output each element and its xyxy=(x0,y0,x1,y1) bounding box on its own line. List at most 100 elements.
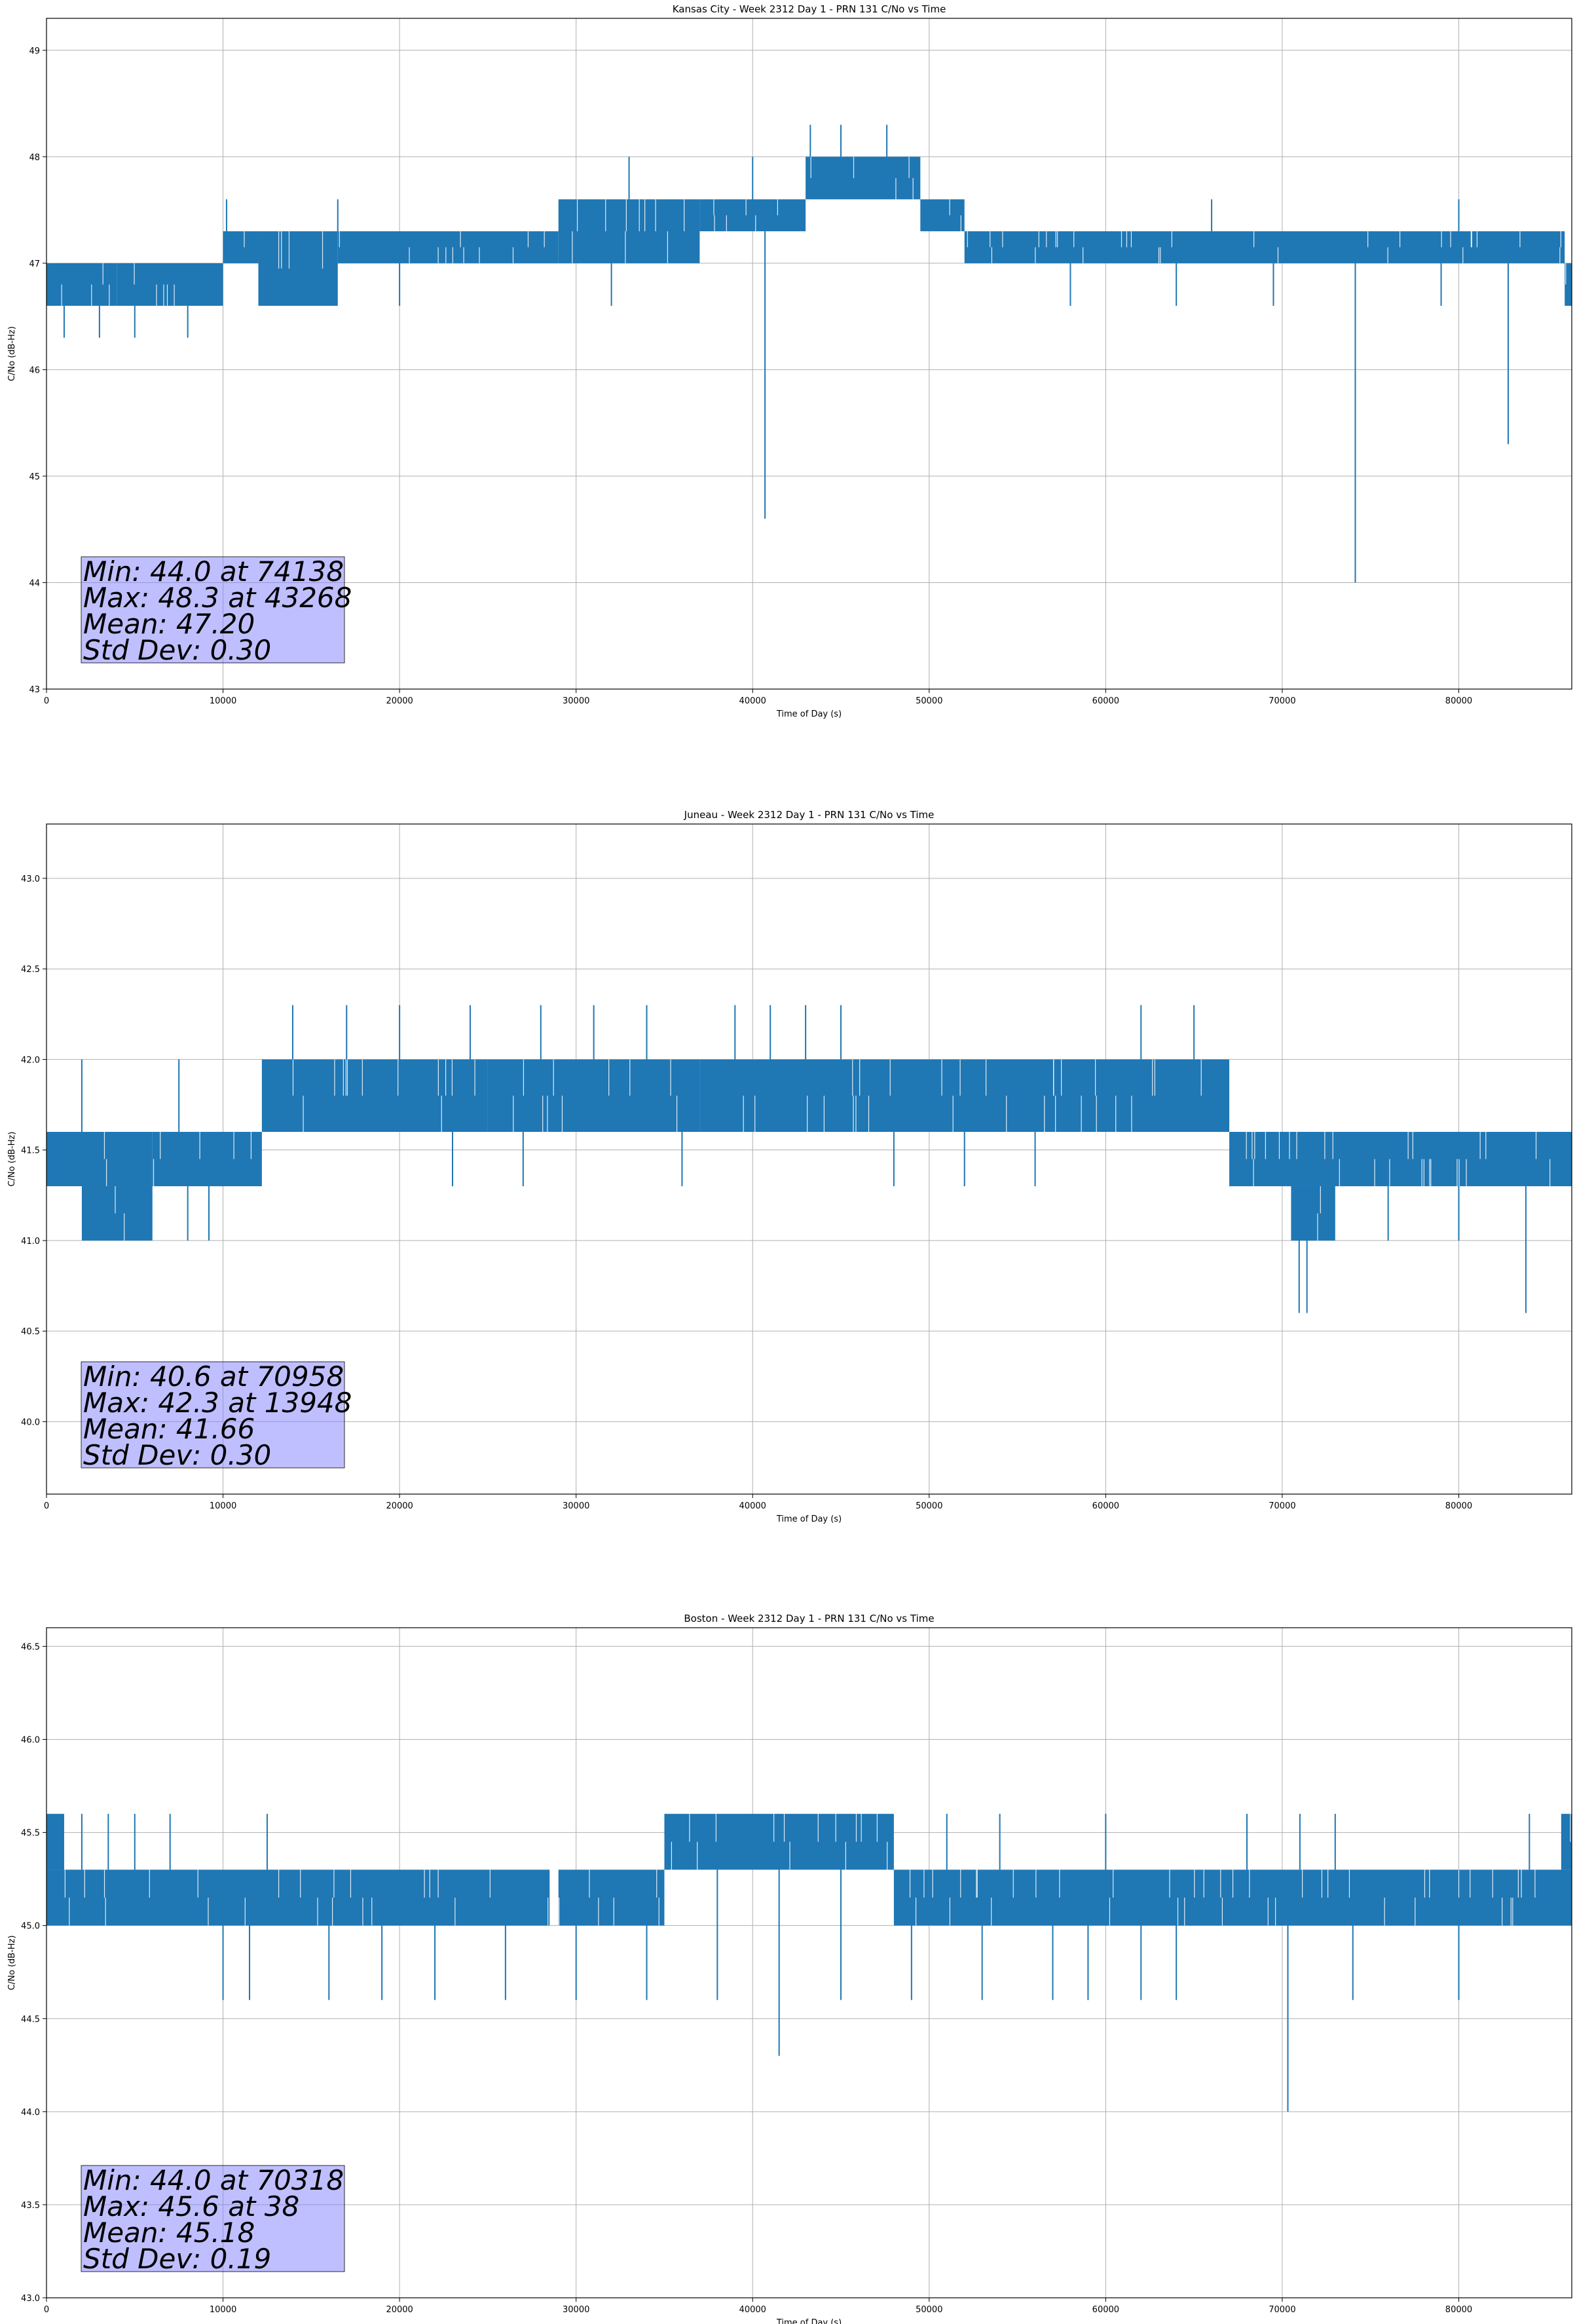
data-gap xyxy=(1055,1095,1056,1133)
data-gap xyxy=(1301,1869,1303,1898)
plot-frame xyxy=(46,1627,1572,2298)
x-tick-label: 80000 xyxy=(1445,2305,1472,2315)
data-gap xyxy=(1046,231,1047,248)
data-gap xyxy=(1278,1132,1280,1159)
data-gap xyxy=(437,247,439,263)
data-gap xyxy=(1035,1869,1037,1898)
x-tick-label: 60000 xyxy=(1092,696,1119,706)
data-gap xyxy=(1265,1132,1266,1159)
y-tick-label: 42.5 xyxy=(21,965,40,975)
data-gap xyxy=(1320,1186,1321,1214)
data-gap xyxy=(278,1869,280,1898)
stats-box-background xyxy=(81,2165,345,2272)
data-gap xyxy=(1485,1132,1487,1159)
data-gap xyxy=(754,1095,756,1133)
chart-title: Kansas City - Week 2312 Day 1 - PRN 131 … xyxy=(673,3,946,15)
data-gap xyxy=(1429,1159,1430,1186)
data-gap xyxy=(278,231,280,269)
data-band xyxy=(337,231,559,263)
stats-mean: Mean: 47.20 xyxy=(83,608,255,640)
data-gap xyxy=(1317,1213,1318,1241)
y-tick-label: 41.5 xyxy=(21,1146,40,1156)
stats-max: Max: 42.3 at 13948 xyxy=(83,1387,352,1419)
data-gap xyxy=(1549,1159,1551,1186)
data-band xyxy=(858,1059,1230,1133)
x-tick-label: 80000 xyxy=(1445,1501,1472,1511)
y-tick-label: 43.0 xyxy=(21,2294,40,2304)
stats-box-background xyxy=(81,556,345,664)
data-gap xyxy=(967,231,968,248)
y-tick-label: 44.5 xyxy=(21,2015,40,2025)
data-band xyxy=(1561,1814,1572,1870)
data-band xyxy=(806,157,921,200)
y-tick-label: 44.0 xyxy=(21,2108,40,2118)
x-tick-label: 60000 xyxy=(1092,1501,1119,1511)
data-gap xyxy=(1081,1095,1082,1133)
data-gap xyxy=(1059,1869,1060,1898)
y-tick-label: 40.5 xyxy=(21,1327,40,1337)
x-tick-label: 10000 xyxy=(210,2305,236,2315)
data-gap xyxy=(103,1869,105,1898)
data-gap xyxy=(845,1841,846,1870)
data-gap xyxy=(84,1869,85,1898)
data-gap xyxy=(371,1898,373,1926)
data-gap xyxy=(1339,1159,1340,1186)
data-gap xyxy=(1450,231,1451,248)
data-gap xyxy=(1126,231,1128,248)
data-gap xyxy=(1348,1869,1350,1898)
y-tick-label: 46.5 xyxy=(21,1642,40,1652)
data-gap xyxy=(777,199,778,216)
y-axis-label: C/No (dB-Hz) xyxy=(7,1132,17,1187)
data-gap xyxy=(1184,1898,1185,1926)
data-gap xyxy=(859,1059,861,1096)
y-axis-label: C/No (dB-Hz) xyxy=(7,1936,17,1991)
data-gap xyxy=(523,1059,524,1096)
data-gap xyxy=(1095,1059,1096,1096)
data-gap xyxy=(153,1159,155,1186)
data-band xyxy=(117,263,223,306)
data-gap xyxy=(166,284,168,306)
data-gap xyxy=(281,231,282,269)
x-tick-label: 0 xyxy=(44,2305,49,2315)
data-gap xyxy=(976,1869,978,1898)
plot-frame xyxy=(46,823,1572,1495)
data-gap xyxy=(1559,247,1561,263)
data-gap xyxy=(789,1841,790,1870)
data-gap xyxy=(629,1059,631,1096)
panel-boston: 0 10000 20000 30000 40000 50000 60000 70000 8000… xyxy=(7,1613,1572,2324)
data-gap xyxy=(445,247,447,263)
y-tick-label: 41.0 xyxy=(21,1237,40,1246)
data-series xyxy=(46,1814,1572,2112)
data-band xyxy=(258,231,338,306)
data-gap xyxy=(1221,1898,1223,1926)
data-gap xyxy=(334,1059,335,1096)
data-gap xyxy=(853,157,855,178)
data-gap xyxy=(1121,231,1122,248)
data-gap xyxy=(783,1814,785,1842)
stats-min: Min: 44.0 at 74138 xyxy=(83,555,344,588)
data-gap xyxy=(553,1059,554,1096)
data-band xyxy=(964,231,1565,263)
data-gap xyxy=(339,231,340,248)
y-tick-label: 45.0 xyxy=(21,1922,40,1932)
data-band xyxy=(558,199,700,263)
data-gap xyxy=(362,1898,363,1926)
data-gap xyxy=(671,1841,673,1870)
stats-mean: Mean: 41.66 xyxy=(83,1413,255,1445)
data-gap xyxy=(437,1869,439,1898)
data-gap xyxy=(876,1814,878,1842)
axis-ticks: 0 10000 20000 30000 40000 50000 60000 70000 8000… xyxy=(21,874,1472,1511)
x-tick-label: 0 xyxy=(44,1501,49,1511)
stats-std-dev: Std Dev: 0.19 xyxy=(83,2243,271,2275)
data-band xyxy=(46,1814,64,1870)
y-tick-label: 43 xyxy=(29,685,40,695)
data-gap xyxy=(889,1059,891,1096)
y-tick-label: 42.0 xyxy=(21,1055,40,1065)
data-gap xyxy=(542,1095,544,1133)
stats-mean: Mean: 45.18 xyxy=(83,2217,255,2249)
y-tick-label: 40.0 xyxy=(21,1417,40,1427)
y-tick-label: 46.0 xyxy=(21,1736,40,1746)
panel-juneau: 0 10000 20000 30000 40000 50000 60000 70000 8000… xyxy=(7,809,1572,1524)
x-tick-label: 40000 xyxy=(739,696,766,706)
data-gap xyxy=(1462,247,1464,263)
